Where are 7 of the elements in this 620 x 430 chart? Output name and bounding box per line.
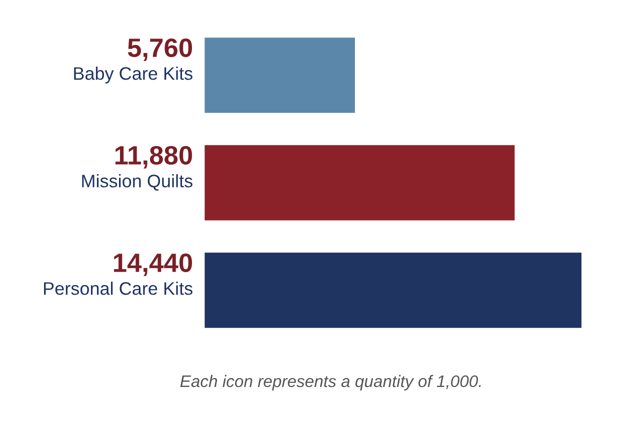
y-tick-label: Personal Care Kits [44,282,192,295]
data-label: 14,440 [114,253,192,276]
data-label: 5,760 [128,38,192,61]
data-label: 11,880 [115,146,192,168]
y-tick-label: Mission Quilts [82,174,192,191]
y-tick-label: Baby Care Kits [74,66,192,84]
text: Each icon represents a quantity of 1,000. [180,374,481,390]
